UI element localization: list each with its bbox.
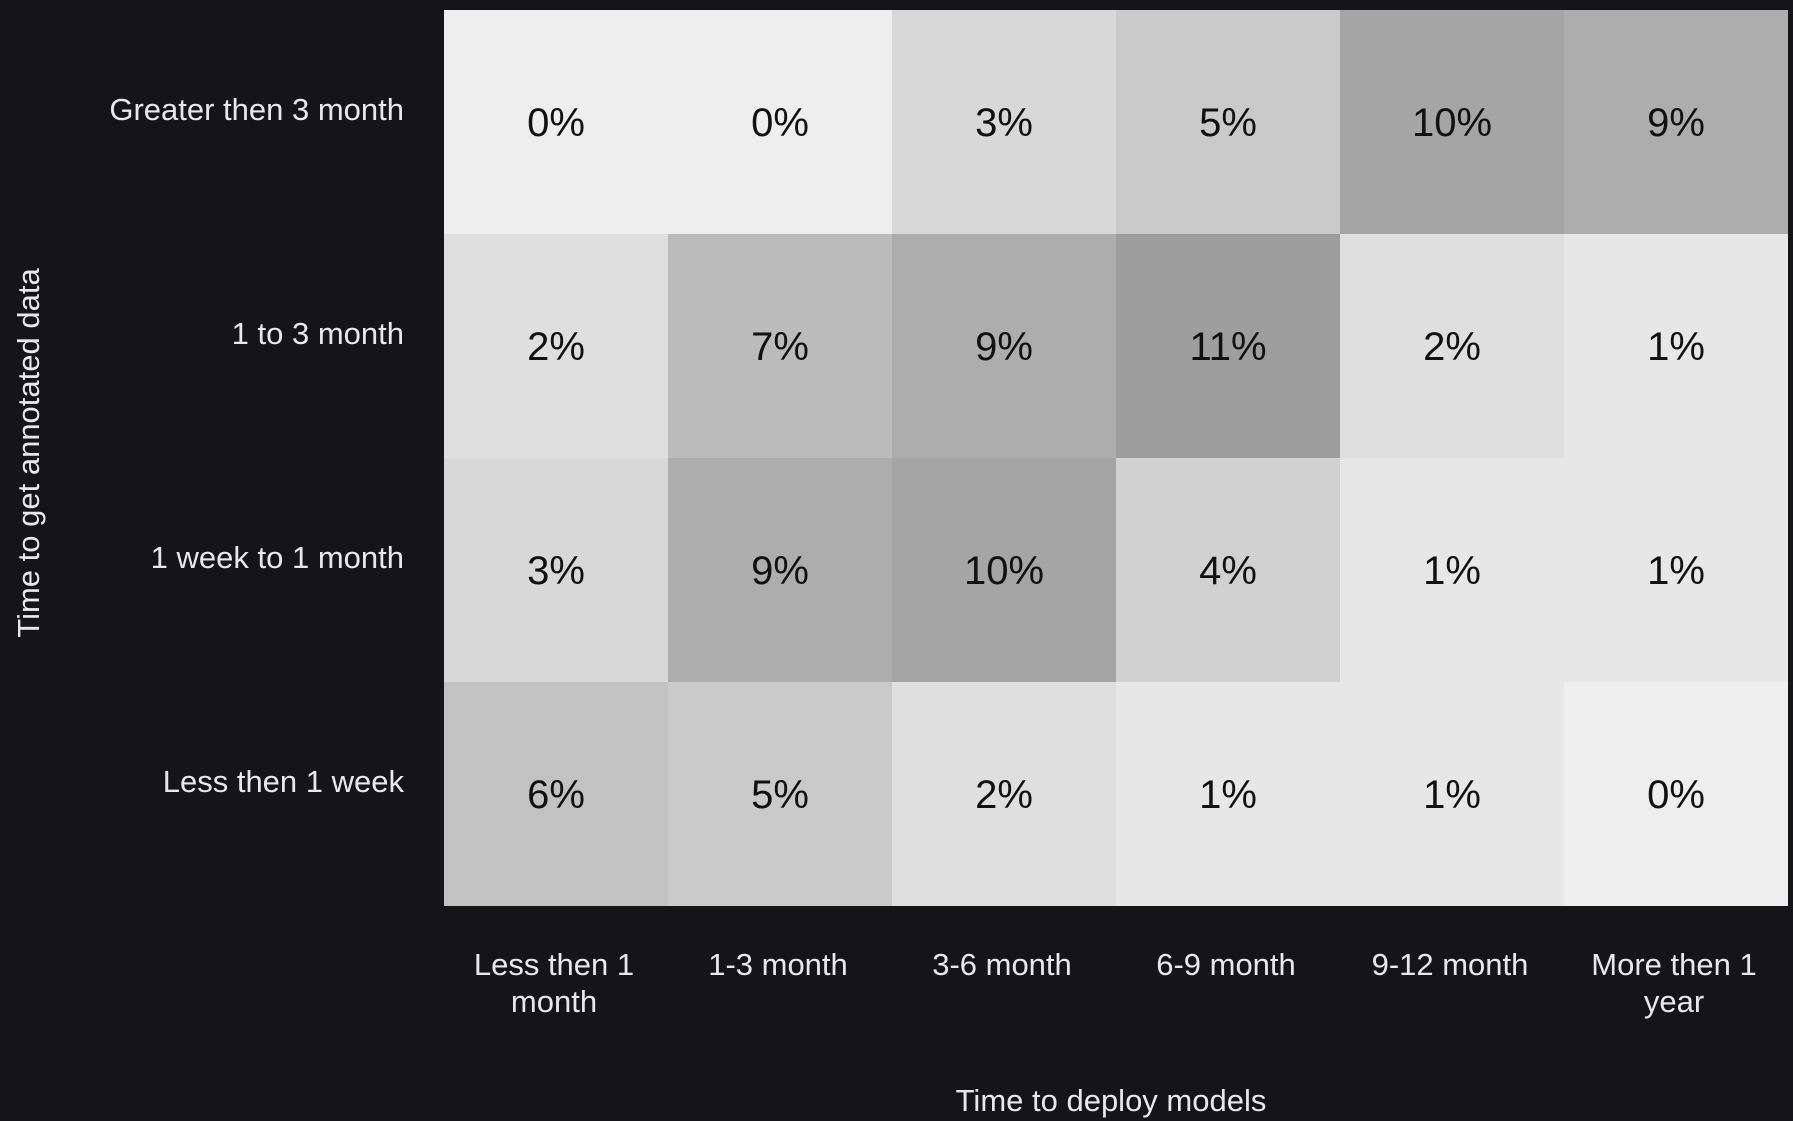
x-tick-label-3-line-0: 6-9 month [1156, 947, 1296, 982]
cell-value-r1-c1: 7% [751, 325, 809, 369]
heatmap-cell-r3-c5 [1564, 682, 1788, 906]
cell-value-r2-c4: 1% [1423, 549, 1481, 593]
heatmap-cell-r1-c1 [668, 234, 892, 458]
cell-value-r3-c1: 5% [751, 773, 809, 817]
heatmap-cell-r2-c5 [1564, 458, 1788, 682]
x-tick-label-4-line-0: 9-12 month [1372, 947, 1529, 982]
cell-value-r1-c4: 2% [1423, 325, 1481, 369]
heatmap-cell-r1-c2 [892, 234, 1116, 458]
y-tick-labels: Greater then 3 month 1 to 3 month 1 week t… [109, 92, 404, 799]
heatmap-cell-r1-c3 [1116, 234, 1340, 458]
x-tick-label-0-line-1: month [511, 984, 597, 1019]
y-tick-label-0: Greater then 3 month [109, 92, 404, 127]
cell-value-r0-c5: 9% [1647, 101, 1705, 145]
cell-value-r2-c1: 9% [751, 549, 809, 593]
x-tick-label-0: Less then 1 month [474, 947, 634, 1019]
cell-value-r3-c2: 2% [975, 773, 1033, 817]
heatmap-cell-r0-c4 [1340, 10, 1564, 234]
x-tick-label-2-line-0: 3-6 month [932, 947, 1072, 982]
x-tick-label-3: 6-9 month [1156, 947, 1296, 982]
x-axis-label: Time to deploy models [956, 1083, 1267, 1118]
heatmap-cell-r0-c2 [892, 10, 1116, 234]
cell-value-r1-c5: 1% [1647, 325, 1705, 369]
x-tick-label-5-line-0: More then 1 [1591, 947, 1756, 982]
y-tick-label-1: 1 to 3 month [232, 316, 404, 351]
x-tick-label-0-line-0: Less then 1 [474, 947, 634, 982]
heatmap-cell-r2-c1 [668, 458, 892, 682]
heatmap-cell-r3-c4 [1340, 682, 1564, 906]
heatmap-cell-r1-c5 [1564, 234, 1788, 458]
heatmap-cell-r2-c0 [444, 458, 668, 682]
cell-value-r2-c0: 3% [527, 549, 585, 593]
cell-value-r3-c3: 1% [1199, 773, 1257, 817]
heatmap-cell-r0-c5 [1564, 10, 1788, 234]
x-tick-labels: Less then 1 month 1-3 month 3-6 month 6-9 mo… [474, 947, 1757, 1019]
y-axis-label: Time to get annotated data [11, 268, 46, 638]
x-tick-label-5-line-1: year [1644, 984, 1704, 1019]
heatmap-cells [444, 10, 1788, 906]
heatmap-cell-r0-c3 [1116, 10, 1340, 234]
x-tick-label-5: More then 1 year [1591, 947, 1756, 1019]
cell-value-r2-c5: 1% [1647, 549, 1705, 593]
x-tick-label-4: 9-12 month [1372, 947, 1529, 982]
heatmap-cell-r3-c2 [892, 682, 1116, 906]
heatmap-cell-r3-c3 [1116, 682, 1340, 906]
cell-value-r0-c1: 0% [751, 101, 809, 145]
cell-value-r2-c3: 4% [1199, 549, 1257, 593]
heatmap-cell-r2-c3 [1116, 458, 1340, 682]
heatmap-cell-r1-c4 [1340, 234, 1564, 458]
cell-value-r2-c2: 10% [964, 549, 1044, 593]
cell-value-r0-c2: 3% [975, 101, 1033, 145]
cell-value-r3-c4: 1% [1423, 773, 1481, 817]
cell-value-r1-c3: 11% [1189, 325, 1266, 369]
heatmap-cell-r3-c0 [444, 682, 668, 906]
cell-value-r1-c2: 9% [975, 325, 1033, 369]
x-tick-label-2: 3-6 month [932, 947, 1072, 982]
x-tick-label-1-line-0: 1-3 month [708, 947, 848, 982]
heatmap-cell-r0-c1 [668, 10, 892, 234]
cell-value-r3-c5: 0% [1647, 773, 1705, 817]
cell-value-r3-c0: 6% [527, 773, 585, 817]
cell-value-r0-c4: 10% [1412, 101, 1492, 145]
y-tick-label-2: 1 week to 1 month [151, 540, 404, 575]
heatmap-cell-r2-c4 [1340, 458, 1564, 682]
heatmap-cell-r3-c1 [668, 682, 892, 906]
y-tick-label-3: Less then 1 week [163, 764, 405, 799]
heatmap-cell-r0-c0 [444, 10, 668, 234]
cell-value-r0-c3: 5% [1199, 101, 1257, 145]
heatmap-cell-r2-c2 [892, 458, 1116, 682]
x-tick-label-1: 1-3 month [708, 947, 848, 982]
heatmap-cell-labels: 0% 0% 3% 5% 10% 9% 2% 7% 9% 11% 2% 1% 3% 9% 10% 4% 1% 1% 6… [527, 101, 1705, 817]
heatmap-cell-r1-c0 [444, 234, 668, 458]
cell-value-r0-c0: 0% [527, 101, 585, 145]
cell-value-r1-c0: 2% [527, 325, 585, 369]
